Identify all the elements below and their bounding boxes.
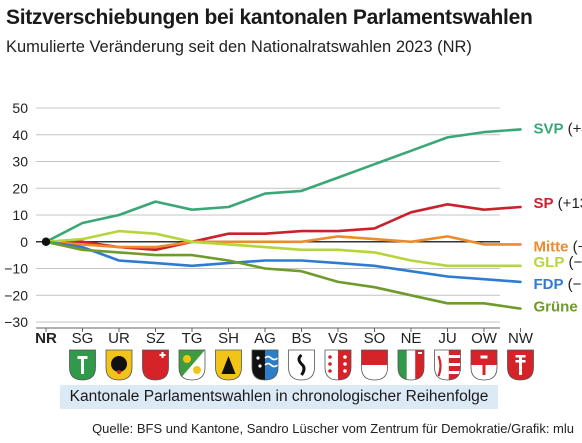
crest-sg-icon [69,349,96,381]
crest-nw-icon [507,349,534,381]
series-line-glp [44,229,522,268]
y-tick-label: 40 [12,127,28,143]
series-line-grüne [44,240,522,310]
chart-subtitle: Kumulierte Veränderung seit den National… [6,38,472,56]
series-line-fdp [44,240,522,284]
x-tick-label: AG [254,330,276,347]
x-tick-label: SZ [146,330,165,347]
crest-ju-icon [434,349,461,381]
source-note: Quelle: BFS und Kantone, Sandro Lüscher … [92,421,574,436]
x-axis-caption-text: Kantonale Parlamentswahlen in chronologi… [69,388,489,405]
y-tick-label: −10 [4,261,28,277]
x-tick-label: NE [401,330,422,347]
y-tick-label: −30 [4,314,28,330]
y-tick-label: 50 [12,100,28,116]
x-tick-label: NW [508,330,534,347]
x-tick-label: OW [471,330,498,347]
x-tick-label: VS [328,330,348,347]
crest-ne-icon [397,349,425,381]
y-tick-label: 10 [12,207,28,223]
x-tick-label: SH [218,330,239,347]
crest-sz-icon [142,349,169,381]
crest-tg-icon [178,349,206,381]
series-end-label: SVP (+42) [534,120,582,137]
x-tick-label: NR [35,330,57,347]
x-axis-caption: Kantonale Parlamentswahlen in chronologi… [60,385,498,409]
series-end-label: FDP (−15) [534,276,582,293]
y-tick-label: 30 [12,154,28,170]
series-end-label: Mitte (−1) [534,238,582,255]
chart-title: Sitzverschiebungen bei kantonalen Parlam… [6,6,533,29]
crest-vs-icon [324,349,352,381]
x-tick-label: BS [291,330,311,347]
crest-sh-icon [215,349,242,381]
crest-ag-icon [251,349,279,381]
series-end-label: SP (+13) [534,195,582,212]
series-line-svp [44,128,522,244]
x-tick-label: JU [438,330,456,347]
crest-so-icon [361,349,388,381]
x-tick-label: SG [72,330,94,347]
x-tick-label: SO [364,330,386,347]
x-tick-label: TG [182,330,203,347]
y-tick-label: 20 [12,180,28,196]
series-line-mitte [44,235,522,249]
y-tick-label: −20 [4,287,28,303]
series-end-label: Grüne (−25) [534,299,582,316]
crest-ow-icon [470,349,498,381]
crest-bs-icon [288,349,315,381]
origin-point [41,237,51,246]
x-tick-label: UR [108,330,130,347]
y-tick-label: 0 [20,234,28,250]
crest-ur-icon [105,349,133,381]
series-end-label: GLP (−9) [534,254,582,271]
